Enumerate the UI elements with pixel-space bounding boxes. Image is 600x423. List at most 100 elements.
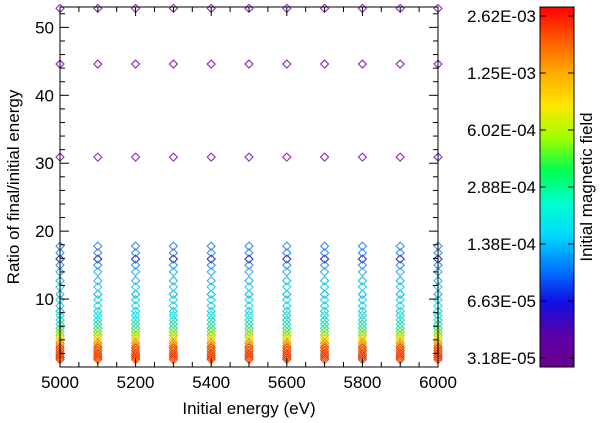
data-point [93, 267, 103, 277]
data-point [319, 326, 330, 337]
data-point [319, 275, 330, 286]
data-point [93, 275, 103, 286]
data-point [206, 294, 216, 305]
data-point [93, 348, 103, 359]
data-point [244, 248, 254, 258]
data-point [168, 348, 179, 359]
data-point [130, 152, 141, 162]
colorbar-tick-label: 1.25E-03 [467, 64, 536, 83]
data-point [168, 254, 179, 264]
x-tick-label: 6000 [419, 373, 457, 392]
data-point [244, 294, 254, 305]
x-tick-label: 5800 [343, 373, 381, 392]
data-point [130, 348, 141, 359]
data-point [244, 59, 254, 69]
data-point [395, 282, 405, 292]
data-point [244, 326, 254, 337]
data-point [93, 241, 103, 251]
data-point [319, 294, 330, 305]
data-point [395, 326, 405, 337]
data-point [319, 59, 330, 69]
data-point [206, 152, 216, 162]
data-point [395, 352, 405, 363]
data-point [395, 350, 405, 361]
data-point [357, 306, 368, 317]
data-point [206, 59, 216, 69]
data-point [93, 59, 103, 69]
data-point [395, 254, 405, 264]
data-point [206, 301, 216, 311]
data-point [206, 310, 216, 321]
data-point [168, 345, 179, 356]
data-point [357, 260, 368, 270]
data-point [168, 248, 179, 258]
y-tick-label: 20 [35, 222, 54, 241]
data-point [130, 254, 141, 264]
data-point [282, 289, 292, 300]
colorbar-tick-label: 6.02E-04 [467, 121, 536, 140]
y-axis-label: Ratio of final/initial energy [4, 89, 23, 284]
data-point [244, 301, 254, 311]
data-point [357, 59, 368, 69]
data-point [395, 152, 405, 162]
data-point [395, 275, 405, 286]
data-point [168, 282, 179, 292]
data-point [168, 326, 179, 337]
data-point [244, 282, 254, 292]
data-point [357, 348, 368, 359]
data-point [130, 294, 141, 305]
data-point [282, 282, 292, 292]
data-point [130, 301, 141, 311]
data-point [282, 260, 292, 270]
data-point [357, 310, 368, 321]
data-point [206, 348, 216, 359]
data-point [206, 275, 216, 286]
data-point [93, 294, 103, 305]
data-point [395, 345, 405, 356]
data-point [244, 260, 254, 270]
data-point [319, 301, 330, 311]
x-tick-label: 5600 [268, 373, 306, 392]
data-point [130, 267, 141, 277]
data-point [168, 352, 179, 363]
data-point [282, 152, 292, 162]
data-point [319, 323, 330, 334]
data-point [130, 260, 141, 270]
data-point [395, 348, 405, 359]
data-point [282, 323, 292, 334]
data-point [244, 152, 254, 162]
data-point [282, 294, 292, 305]
data-point [395, 294, 405, 305]
data-point [357, 275, 368, 286]
data-point [395, 289, 405, 300]
data-point [357, 241, 368, 251]
plot-frame [59, 6, 439, 368]
data-point [93, 301, 103, 311]
data-point [319, 352, 330, 363]
data-point [93, 345, 103, 356]
data-point [130, 306, 141, 317]
data-point [168, 267, 179, 277]
data-point [244, 254, 254, 264]
data-point [130, 59, 141, 69]
data-point [319, 345, 330, 356]
data-point [395, 306, 405, 317]
data-point [357, 289, 368, 300]
data-point [282, 254, 292, 264]
data-point [168, 310, 179, 321]
data-point [244, 350, 254, 361]
y-tick-label: 50 [35, 18, 54, 37]
data-point [282, 326, 292, 337]
data-point [357, 345, 368, 356]
data-point [282, 310, 292, 321]
data-point [395, 301, 405, 311]
data-point [206, 323, 216, 334]
data-point [244, 275, 254, 286]
data-point [244, 323, 254, 334]
data-point [168, 350, 179, 361]
data-point [130, 345, 141, 356]
y-tick-label: 40 [35, 86, 54, 105]
colorbar-tick-label: 2.88E-04 [467, 178, 536, 197]
data-point [282, 348, 292, 359]
data-point [206, 306, 216, 317]
